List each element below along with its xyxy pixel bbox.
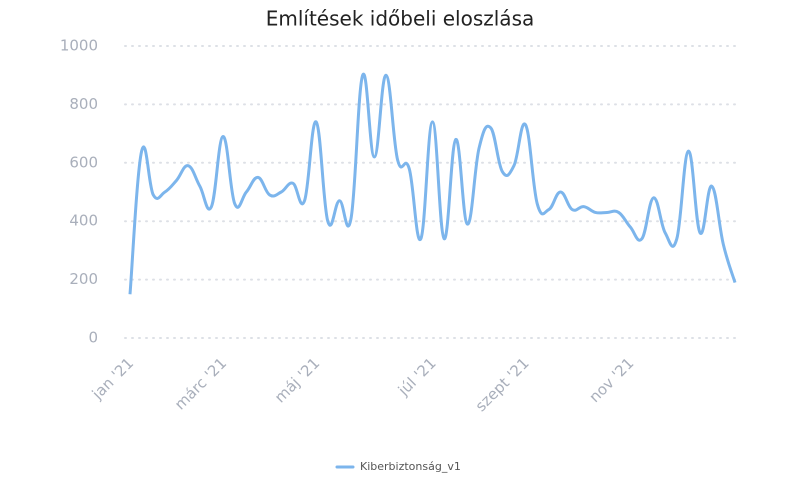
legend-label: Kiberbiztonság_v1 — [360, 460, 461, 473]
chart-title: Említések időbeli eloszlása — [266, 7, 535, 31]
x-tick-label: júl '21 — [394, 354, 440, 400]
x-tick-label: márc '21 — [171, 354, 230, 413]
y-tick-label: 0 — [88, 329, 98, 347]
y-tick-label: 1000 — [60, 37, 98, 55]
x-tick-label: jan '21 — [88, 354, 137, 403]
x-tick-label: nov '21 — [585, 354, 637, 406]
x-tick-label: máj '21 — [271, 354, 323, 406]
y-tick-label: 200 — [69, 270, 98, 288]
series-line — [128, 72, 737, 295]
y-tick-label: 600 — [69, 153, 98, 171]
y-tick-label: 800 — [69, 95, 98, 113]
x-tick-label: szept '21 — [472, 354, 533, 415]
legend-item: Kiberbiztonság_v1 — [335, 460, 461, 473]
y-tick-label: 400 — [69, 212, 98, 230]
